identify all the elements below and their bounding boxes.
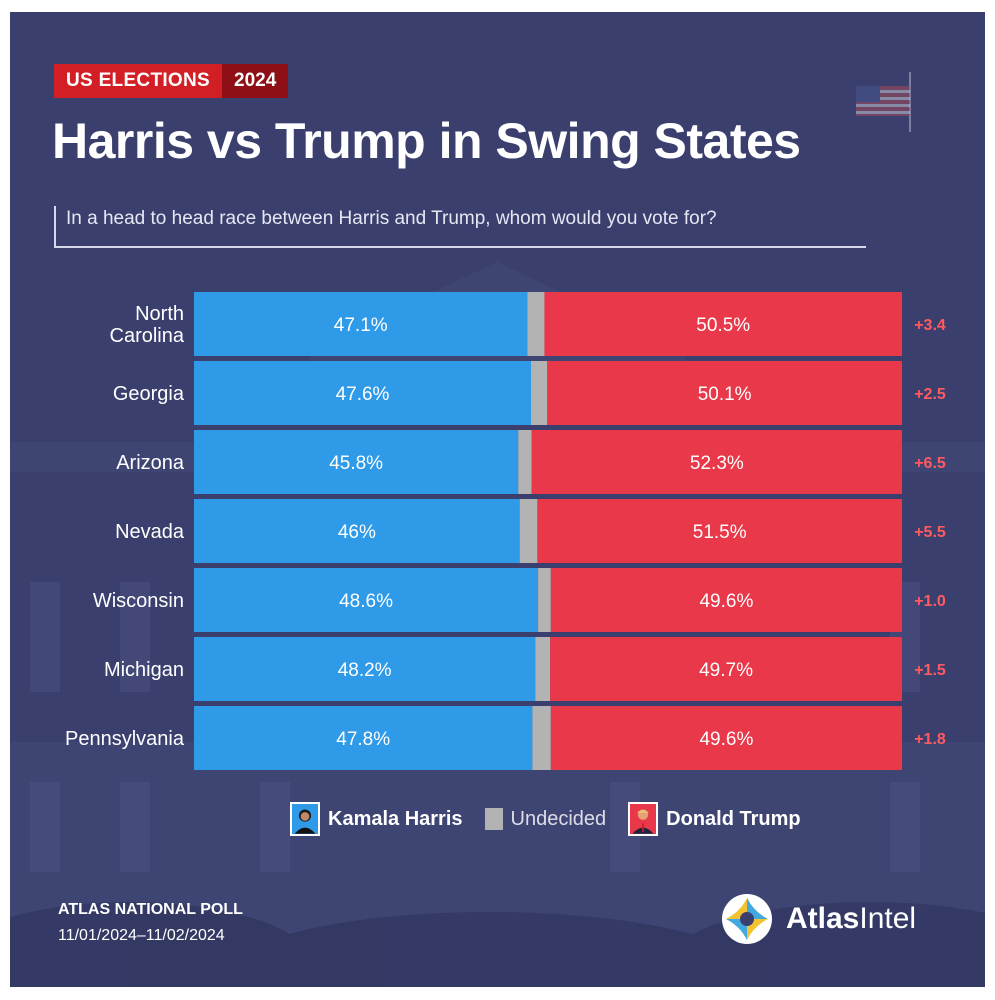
bar-harris bbox=[194, 292, 528, 356]
brand-name-regular: Intel bbox=[859, 902, 917, 935]
category-label: Pennsylvania bbox=[65, 728, 185, 750]
brand-name-bold: Atlas bbox=[786, 902, 860, 935]
legend-label-undecided: Undecided bbox=[510, 807, 607, 830]
category-label: Carolina bbox=[110, 325, 185, 347]
bar-undecided bbox=[535, 637, 551, 701]
bar-undecided bbox=[527, 292, 545, 356]
data-label-harris: 46% bbox=[338, 522, 376, 543]
data-label-harris: 47.8% bbox=[336, 729, 390, 750]
bar-harris bbox=[194, 499, 520, 563]
category-label: North bbox=[135, 303, 184, 325]
bar-undecided bbox=[531, 361, 548, 425]
bar-trump bbox=[550, 706, 902, 770]
margin-label: +5.5 bbox=[914, 524, 946, 541]
bar-trump bbox=[544, 292, 902, 356]
trump-photo-icon bbox=[628, 802, 659, 836]
category-label: Arizona bbox=[116, 452, 185, 474]
flag-icon bbox=[856, 72, 911, 132]
margin-label: +1.5 bbox=[914, 662, 946, 679]
bar-trump bbox=[550, 637, 902, 701]
legend-label-trump: Donald Trump bbox=[666, 807, 801, 830]
bar-trump bbox=[547, 361, 902, 425]
atlasintel-logo: AtlasIntel bbox=[720, 892, 916, 946]
category-label: Nevada bbox=[115, 521, 185, 543]
data-label-harris: 45.8% bbox=[329, 453, 383, 474]
bar-harris bbox=[194, 361, 532, 425]
category-label: Wisconsin bbox=[93, 590, 184, 612]
data-label-trump: 50.5% bbox=[696, 315, 750, 336]
bar-undecided bbox=[518, 430, 532, 494]
chart-subtitle: In a head to head race between Harris an… bbox=[66, 208, 717, 229]
bar-harris bbox=[194, 637, 536, 701]
harris-photo-icon bbox=[290, 802, 320, 836]
margin-label: +1.8 bbox=[914, 731, 946, 748]
category-tag: US ELECTIONS 2024 bbox=[54, 64, 289, 98]
data-label-trump: 51.5% bbox=[693, 522, 747, 543]
bar-trump bbox=[550, 568, 902, 632]
bar-harris bbox=[194, 430, 519, 494]
brand-name: AtlasIntel bbox=[786, 902, 916, 936]
legend-item-harris: Kamala Harris bbox=[290, 802, 463, 836]
bar-harris bbox=[194, 706, 533, 770]
subtitle-bracket bbox=[54, 206, 866, 248]
bar-undecided bbox=[538, 568, 551, 632]
data-label-trump: 52.3% bbox=[690, 453, 744, 474]
undecided-swatch bbox=[484, 808, 503, 830]
data-label-harris: 48.6% bbox=[339, 591, 393, 612]
legend-item-undecided: Undecided bbox=[484, 807, 607, 831]
bar-harris bbox=[194, 568, 539, 632]
data-label-trump: 49.6% bbox=[699, 729, 753, 750]
margin-label: +3.4 bbox=[914, 317, 946, 334]
poll-dates: 11/01/2024–11/02/2024 bbox=[58, 927, 225, 944]
data-label-trump: 50.1% bbox=[698, 384, 752, 405]
legend-item-trump: Donald Trump bbox=[628, 802, 801, 836]
atlasintel-logo-icon bbox=[722, 894, 772, 944]
data-label-harris: 47.6% bbox=[336, 384, 390, 405]
bar-trump bbox=[531, 430, 902, 494]
tag-us-elections: US ELECTIONS bbox=[54, 64, 223, 98]
data-label-trump: 49.6% bbox=[699, 591, 753, 612]
data-label-harris: 47.1% bbox=[334, 315, 388, 336]
poll-name: ATLAS NATIONAL POLL bbox=[58, 901, 243, 918]
bar-undecided bbox=[519, 499, 538, 563]
category-label: Georgia bbox=[113, 383, 185, 405]
infographic-frame: US ELECTIONS 2024 Harris vs Trump in Swi… bbox=[10, 12, 985, 987]
data-label-trump: 49.7% bbox=[699, 660, 753, 681]
tag-year: 2024 bbox=[222, 64, 289, 98]
data-label-harris: 48.2% bbox=[338, 660, 392, 681]
legend: Kamala Harris Undecided Donald Trump bbox=[290, 802, 801, 836]
margin-label: +6.5 bbox=[914, 455, 946, 472]
margin-label: +1.0 bbox=[914, 593, 946, 610]
legend-label-harris: Kamala Harris bbox=[328, 807, 463, 830]
category-label: Michigan bbox=[104, 659, 184, 681]
footer-source: ATLAS NATIONAL POLL 11/01/2024–11/02/202… bbox=[58, 897, 243, 949]
margin-label: +2.5 bbox=[914, 386, 946, 403]
bar-undecided bbox=[532, 706, 551, 770]
bar-trump bbox=[537, 499, 902, 563]
chart-title: Harris vs Trump in Swing States bbox=[52, 113, 801, 169]
